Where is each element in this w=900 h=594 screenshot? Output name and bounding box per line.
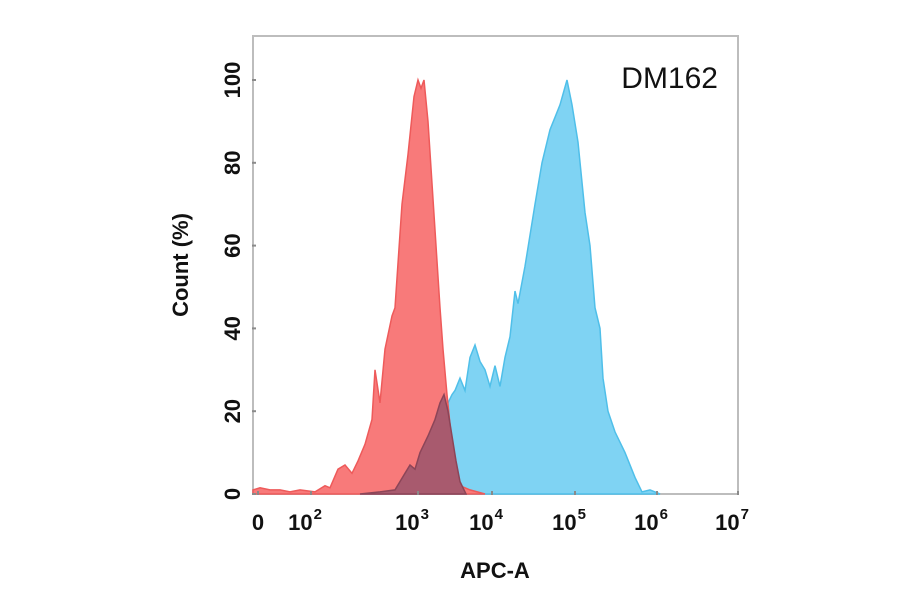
x-tick-label: 103 <box>395 506 429 535</box>
x-tick-label: 105 <box>552 506 586 535</box>
y-axis-title: Count (%) <box>168 213 193 317</box>
x-tick-label: 102 <box>288 506 322 535</box>
x-tick-label: 104 <box>469 506 503 535</box>
y-axis-ticks: 0 20 40 60 80 100 <box>220 62 256 500</box>
histogram-overlap <box>359 392 468 495</box>
y-tick-label: 20 <box>220 399 245 423</box>
x-tick-label: 106 <box>634 506 668 535</box>
histogram-control <box>252 77 486 495</box>
x-axis-ticks: 0 102 103 104 105 106 107 <box>252 491 749 535</box>
y-tick-label: 0 <box>220 488 245 500</box>
y-tick-label: 60 <box>220 233 245 257</box>
y-tick-label: 80 <box>220 151 245 175</box>
histogram-series <box>252 77 661 495</box>
x-tick-label: 107 <box>715 506 749 535</box>
x-tick-label: 0 <box>252 510 264 535</box>
panel-label: DM162 <box>621 62 718 95</box>
y-tick-label: 40 <box>220 316 245 340</box>
y-tick-label: 100 <box>220 62 245 99</box>
x-axis-title: APC-A <box>460 558 530 583</box>
